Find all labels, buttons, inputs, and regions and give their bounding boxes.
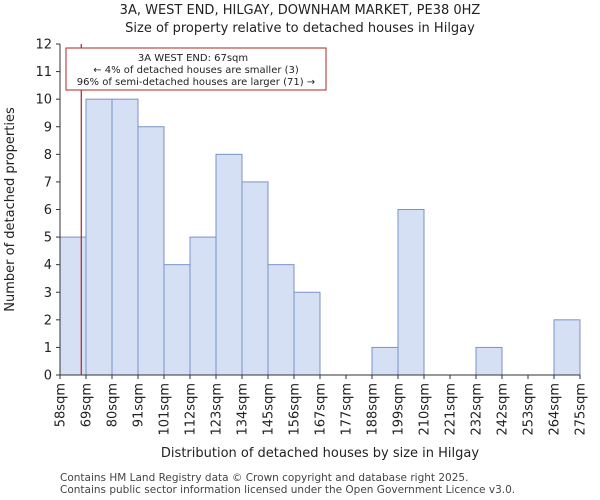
y-tick-label: 2 — [44, 313, 52, 328]
bar — [475, 346, 503, 376]
x-tick-label: 69sqm — [80, 383, 95, 427]
x-tick-label: 199sqm — [392, 383, 407, 436]
y-tick-label: 7 — [44, 175, 52, 190]
x-tick-label: 112sqm — [184, 383, 199, 436]
x-tick-label: 275sqm — [574, 383, 589, 436]
bar — [267, 264, 295, 376]
y-tick-label: 0 — [44, 369, 52, 384]
x-tick-label: 145sqm — [262, 383, 277, 436]
x-tick-label: 177sqm — [340, 383, 355, 436]
annotation-box — [65, 47, 327, 91]
x-tick-label: 253sqm — [522, 383, 537, 436]
footer-licence: Contains public sector information licen… — [60, 484, 516, 496]
annotation-line: 96% of semi-detached houses are larger (… — [77, 77, 315, 88]
y-tick-label: 8 — [44, 148, 52, 163]
bar — [59, 236, 87, 376]
x-tick-label: 58sqm — [54, 383, 69, 427]
y-tick-label: 12 — [35, 38, 52, 53]
x-tick-label: 123sqm — [210, 383, 225, 436]
x-tick-label: 91sqm — [132, 383, 147, 427]
y-tick-label: 5 — [44, 231, 52, 246]
y-tick-label: 6 — [44, 203, 52, 218]
x-tick-label: 80sqm — [106, 383, 121, 427]
x-tick-label: 221sqm — [444, 383, 459, 436]
y-tick-label: 11 — [35, 65, 52, 80]
y-tick-label: 1 — [44, 341, 52, 356]
bar — [241, 181, 269, 376]
chart-subtitle: Size of property relative to detached ho… — [125, 21, 475, 36]
x-tick-label: 242sqm — [496, 383, 511, 436]
x-tick-label: 188sqm — [366, 383, 381, 436]
bar — [215, 153, 243, 376]
annotation-line: 3A WEST END: 67sqm — [138, 53, 248, 64]
bar — [397, 209, 425, 376]
bar — [85, 98, 113, 376]
footer-copyright: Contains HM Land Registry data © Crown c… — [60, 472, 469, 484]
y-tick-label: 4 — [44, 258, 52, 273]
x-tick-label: 232sqm — [470, 383, 485, 436]
y-tick-label: 3 — [44, 286, 52, 301]
x-axis-label: Distribution of detached houses by size … — [161, 446, 479, 461]
chart-title: 3A, WEST END, HILGAY, DOWNHAM MARKET, PE… — [119, 3, 481, 18]
y-tick-label: 10 — [35, 93, 52, 108]
x-tick-label: 134sqm — [236, 383, 251, 436]
bar — [553, 319, 581, 376]
x-tick-label: 156sqm — [288, 383, 303, 436]
x-tick-label: 101sqm — [158, 383, 173, 436]
bar — [189, 236, 217, 376]
x-tick-label: 210sqm — [418, 383, 433, 436]
bar — [137, 126, 165, 376]
bar — [371, 346, 399, 376]
annotation-line: ← 4% of detached houses are smaller (3) — [93, 65, 299, 76]
bar — [111, 98, 139, 376]
y-axis-label: Number of detached properties — [3, 107, 18, 312]
x-tick-label: 264sqm — [548, 383, 563, 436]
bar — [293, 291, 321, 376]
bar — [163, 264, 191, 376]
y-tick-label: 9 — [44, 120, 52, 135]
x-tick-label: 167sqm — [314, 383, 329, 436]
